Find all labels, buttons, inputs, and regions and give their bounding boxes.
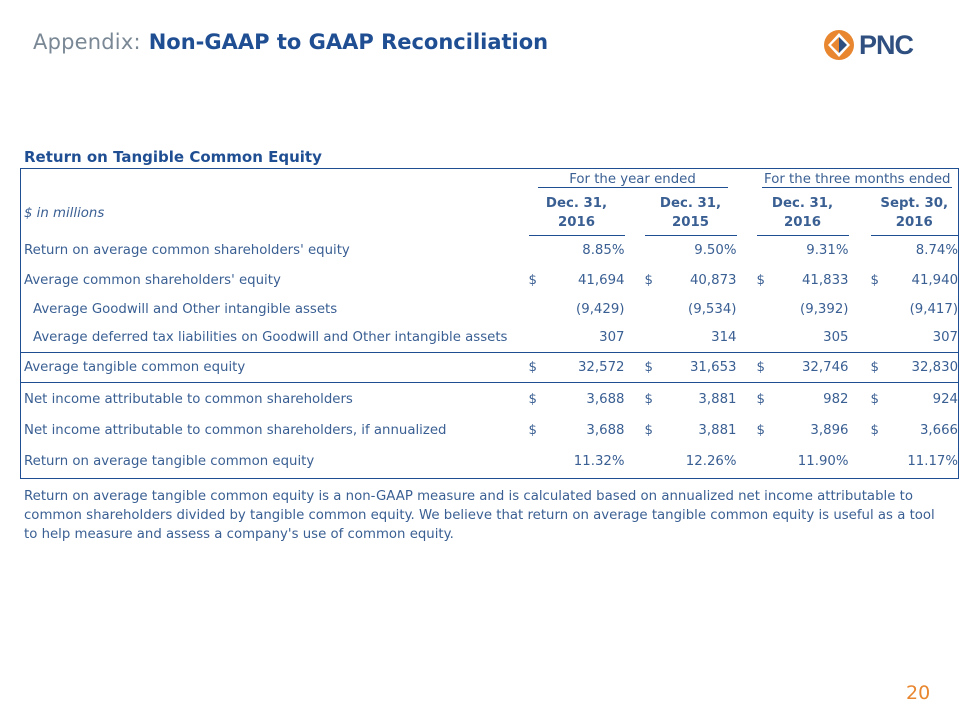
table-row: Net income attributable to common shareh… bbox=[21, 416, 959, 446]
cell-value: 8.85% bbox=[582, 243, 625, 259]
row-label: Net income attributable to common shareh… bbox=[24, 423, 447, 438]
group-quarter-label: For the three months ended bbox=[762, 172, 953, 189]
dollar-sign bbox=[871, 446, 901, 479]
cell-value: 9.31% bbox=[806, 243, 849, 259]
cell-value: 3,688 bbox=[586, 423, 625, 438]
dollar-sign: $ bbox=[870, 423, 879, 438]
cell-value: 314 bbox=[682, 323, 737, 353]
cell-value: 3,688 bbox=[566, 382, 625, 416]
dollar-sign: $ bbox=[644, 272, 653, 288]
dollar-sign bbox=[645, 295, 683, 324]
dollar-sign: $ bbox=[528, 423, 537, 438]
cell-value: (9,392) bbox=[800, 301, 849, 317]
cell-value: (9,417) bbox=[909, 301, 959, 317]
logo-wordmark: PNC bbox=[859, 30, 914, 60]
dollar-sign: $ bbox=[756, 272, 765, 288]
dollar-sign bbox=[757, 446, 795, 479]
page-title: Non-GAAP to GAAP Reconciliation bbox=[148, 30, 549, 54]
unit-label: $ in millions bbox=[24, 206, 105, 221]
reconciliation-table: For the year ended For the three months … bbox=[20, 168, 960, 479]
table-row: Net income attributable to common shareh… bbox=[20, 382, 959, 416]
dollar-sign: $ bbox=[528, 272, 537, 288]
dollar-sign bbox=[644, 323, 683, 353]
cell-value: 40,873 bbox=[689, 272, 737, 288]
pnc-logo: PNC bbox=[822, 28, 932, 62]
cell-value: 11.17% bbox=[907, 454, 959, 470]
dollar-sign bbox=[757, 295, 795, 324]
dollar-sign: $ bbox=[528, 382, 567, 416]
dollar-sign bbox=[756, 323, 795, 353]
table-row: Return on average tangible common equity… bbox=[21, 446, 959, 479]
cell-value: 8.74% bbox=[915, 243, 959, 259]
row-label: Return on average common shareholders' e… bbox=[24, 243, 350, 258]
cell-value: 32,746 bbox=[794, 352, 849, 383]
dollar-sign: $ bbox=[870, 382, 901, 416]
dollar-sign: $ bbox=[644, 352, 683, 383]
cell-value: 41,940 bbox=[911, 272, 959, 288]
cell-value: (9,429) bbox=[576, 301, 625, 317]
cell-value: 32,830 bbox=[900, 352, 959, 383]
column-header-row: $ in millions Dec. 31, 2016 Dec. 31, 2015 … bbox=[21, 191, 959, 236]
cell-value: 3,881 bbox=[682, 382, 737, 416]
table-row: Average Goodwill and Other intangible as… bbox=[21, 295, 959, 324]
column-header: Sept. 30, 2016 bbox=[870, 191, 959, 236]
dollar-sign: $ bbox=[870, 272, 879, 288]
cell-value: 3,881 bbox=[698, 423, 737, 438]
dollar-sign: $ bbox=[644, 382, 683, 416]
dollar-sign bbox=[645, 236, 683, 266]
dollar-sign bbox=[870, 323, 901, 353]
dollar-sign: $ bbox=[756, 423, 765, 438]
column-header: Dec. 31, 2015 bbox=[644, 191, 737, 236]
group-year-label: For the year ended bbox=[537, 172, 728, 189]
header-prefix: Appendix: bbox=[33, 30, 141, 54]
cell-value: 12.26% bbox=[685, 454, 737, 470]
cell-value: 32,572 bbox=[566, 352, 625, 383]
cell-value: (9,534) bbox=[688, 301, 737, 317]
cell-value: 11.32% bbox=[573, 454, 625, 470]
row-label: Average common shareholders' equity bbox=[24, 272, 281, 288]
dollar-sign bbox=[871, 236, 901, 266]
dollar-sign bbox=[645, 446, 683, 479]
footnote: Return on average tangible common equity… bbox=[24, 489, 935, 542]
page-number: 20 bbox=[906, 682, 931, 704]
cell-value: 3,666 bbox=[919, 423, 959, 438]
cell-value: 307 bbox=[566, 323, 625, 353]
table-row: Return on average common shareholders' e… bbox=[21, 236, 959, 266]
page-header: Appendix: Non-GAAP to GAAP Reconciliation bbox=[33, 30, 548, 54]
dollar-sign: $ bbox=[756, 382, 795, 416]
dollar-sign bbox=[529, 446, 567, 479]
dollar-sign bbox=[529, 295, 567, 324]
dollar-sign: $ bbox=[644, 423, 653, 438]
row-label: Net income attributable to common shareh… bbox=[20, 382, 529, 416]
cell-value: 9.50% bbox=[694, 243, 737, 259]
column-header: Dec. 31, 2016 bbox=[528, 191, 625, 236]
dollar-sign: $ bbox=[870, 352, 901, 383]
dollar-sign: $ bbox=[756, 352, 795, 383]
cell-value: 305 bbox=[794, 323, 849, 353]
dollar-sign bbox=[871, 295, 901, 324]
section-title: Return on Tangible Common Equity bbox=[24, 148, 322, 166]
row-label: Average Goodwill and Other intangible as… bbox=[33, 301, 338, 317]
cell-value: 41,833 bbox=[801, 272, 849, 288]
cell-value: 31,653 bbox=[682, 352, 737, 383]
table-row: Average tangible common equity $32,572 $31… bbox=[20, 352, 959, 383]
table-row: Average common shareholders' equity $41,6… bbox=[21, 266, 959, 295]
cell-value: 11.90% bbox=[797, 454, 849, 470]
row-label: Return on average tangible common equity bbox=[24, 454, 315, 470]
cell-value: 41,694 bbox=[577, 272, 625, 288]
group-header-row: For the year ended For the three months … bbox=[21, 169, 959, 192]
dollar-sign bbox=[529, 236, 567, 266]
column-header: Dec. 31, 2016 bbox=[756, 191, 849, 236]
dollar-sign bbox=[757, 236, 795, 266]
cell-value: 3,896 bbox=[810, 423, 849, 438]
cell-value: 982 bbox=[794, 382, 849, 416]
cell-value: 924 bbox=[900, 382, 959, 416]
pnc-logo-mark-icon bbox=[824, 30, 854, 60]
dollar-sign: $ bbox=[528, 352, 567, 383]
dollar-sign bbox=[528, 323, 567, 353]
row-label: Average deferred tax liabilities on Good… bbox=[33, 330, 508, 346]
table-row: Average deferred tax liabilities on Good… bbox=[21, 323, 959, 353]
cell-value: 307 bbox=[900, 323, 959, 353]
row-label: Average tangible common equity bbox=[20, 352, 529, 383]
